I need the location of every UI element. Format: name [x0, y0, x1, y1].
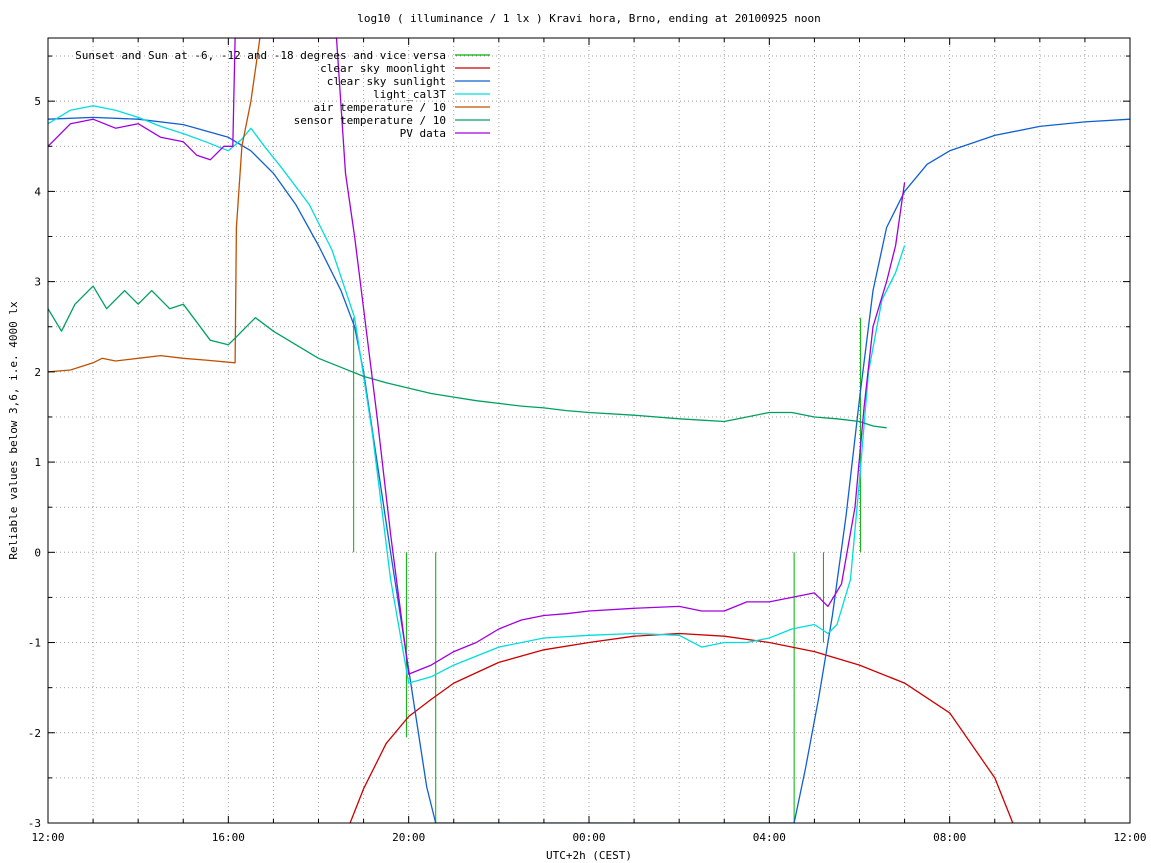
y-tick-label: 4: [34, 185, 41, 198]
series-line-6: [48, 285, 887, 429]
legend-entry-label: air temperature / 10: [314, 101, 446, 114]
y-tick-label: 0: [34, 546, 41, 559]
legend-entry-label: light_cal3T: [373, 88, 446, 101]
y-tick-label: 3: [34, 276, 41, 289]
series-line-4: [48, 105, 906, 684]
legend-entry-label: PV data: [400, 127, 446, 140]
axis-ticks: 12:00 16:00 20:00 00:00 04:00 08:00 12:00-3-2-…: [28, 38, 1147, 844]
y-tick-label: -2: [28, 727, 41, 740]
x-tick-label: 04:00: [753, 831, 786, 844]
legend-entry-label: clear sky sunlight: [327, 75, 446, 88]
series-line-2: [349, 632, 1014, 823]
series-line-3: [48, 116, 1130, 823]
x-tick-label: 08:00: [933, 831, 966, 844]
y-tick-label: 2: [34, 366, 41, 379]
y-tick-label: 1: [34, 456, 41, 469]
x-axis-label: UTC+2h (CEST): [546, 849, 632, 862]
legend: Sunset and Sun at -6, -12 and -18 degree…: [75, 49, 490, 140]
series-line-7: [48, 38, 906, 675]
y-tick-label: -1: [28, 637, 41, 650]
y-tick-label: -3: [28, 817, 41, 830]
legend-entry-label: sensor temperature / 10: [294, 114, 446, 127]
x-tick-label: 12:00: [1113, 831, 1146, 844]
y-axis-label: Reliable values below 3,6, i.e. 4000 lx: [7, 301, 20, 560]
x-tick-label: 12:00: [31, 831, 64, 844]
legend-entry-label: clear sky moonlight: [320, 62, 446, 75]
series-layer: [48, 38, 1130, 823]
x-tick-label: 20:00: [392, 831, 425, 844]
series-line-5: [48, 38, 261, 373]
y-tick-label: 5: [34, 95, 41, 108]
chart-title: log10 ( illuminance / 1 lx ) Kravi hora,…: [357, 12, 821, 25]
x-tick-label: 00:00: [572, 831, 605, 844]
x-tick-label: 16:00: [212, 831, 245, 844]
legend-entry-label: Sunset and Sun at -6, -12 and -18 degree…: [75, 49, 446, 62]
